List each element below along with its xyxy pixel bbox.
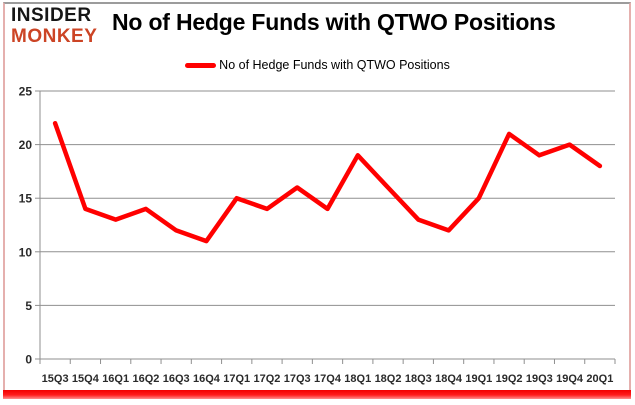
chart-title: No of Hedge Funds with QTWO Positions — [112, 9, 556, 35]
x-tick-label: 16Q4 — [193, 373, 221, 385]
x-tick-label: 18Q4 — [435, 373, 463, 385]
x-tick-label: 18Q3 — [405, 373, 432, 385]
logo-monkey-text: MONKEY — [11, 25, 98, 47]
x-tick-label: 19Q4 — [556, 373, 584, 385]
x-tick-label: 15Q3 — [42, 373, 69, 385]
x-tick-label: 17Q2 — [254, 373, 281, 385]
x-tick-label: 16Q2 — [132, 373, 159, 385]
legend-line-swatch — [185, 62, 217, 68]
x-tick-label: 20Q1 — [586, 373, 613, 385]
insider-monkey-logo: INSIDER MONKEY — [11, 5, 98, 47]
x-tick-label: 18Q2 — [375, 373, 402, 385]
x-tick-label: 18Q1 — [344, 373, 371, 385]
legend-label: No of Hedge Funds with QTWO Positions — [219, 58, 450, 72]
y-tick-label: 15 — [19, 192, 33, 206]
y-tick-label: 25 — [19, 85, 33, 99]
x-tick-label: 19Q2 — [496, 373, 523, 385]
legend: No of Hedge Funds with QTWO Positions — [0, 58, 635, 72]
bottom-red-bar — [3, 390, 631, 399]
line-chart-plot: 0 5 10 15 20 25 15Q3 15Q4 16Q1 16Q2 16Q3 16Q4 17Q1 17… — [19, 85, 616, 385]
y-tick-label: 10 — [19, 245, 33, 259]
x-tick-label: 17Q1 — [223, 373, 250, 385]
x-tick-label: 17Q4 — [314, 373, 342, 385]
series-line — [52, 120, 603, 244]
x-tick-label: 17Q3 — [284, 373, 311, 385]
x-tick-label: 16Q1 — [102, 373, 129, 385]
y-tick-label: 0 — [25, 353, 32, 367]
x-tick-label: 16Q3 — [163, 373, 190, 385]
y-tick-label: 20 — [19, 138, 33, 152]
x-tick-label: 19Q1 — [465, 373, 492, 385]
x-tick-label: 19Q3 — [526, 373, 553, 385]
y-tick-label: 5 — [25, 299, 32, 313]
logo-insider-text: INSIDER — [11, 5, 92, 26]
x-tick-label: 15Q4 — [72, 373, 100, 385]
